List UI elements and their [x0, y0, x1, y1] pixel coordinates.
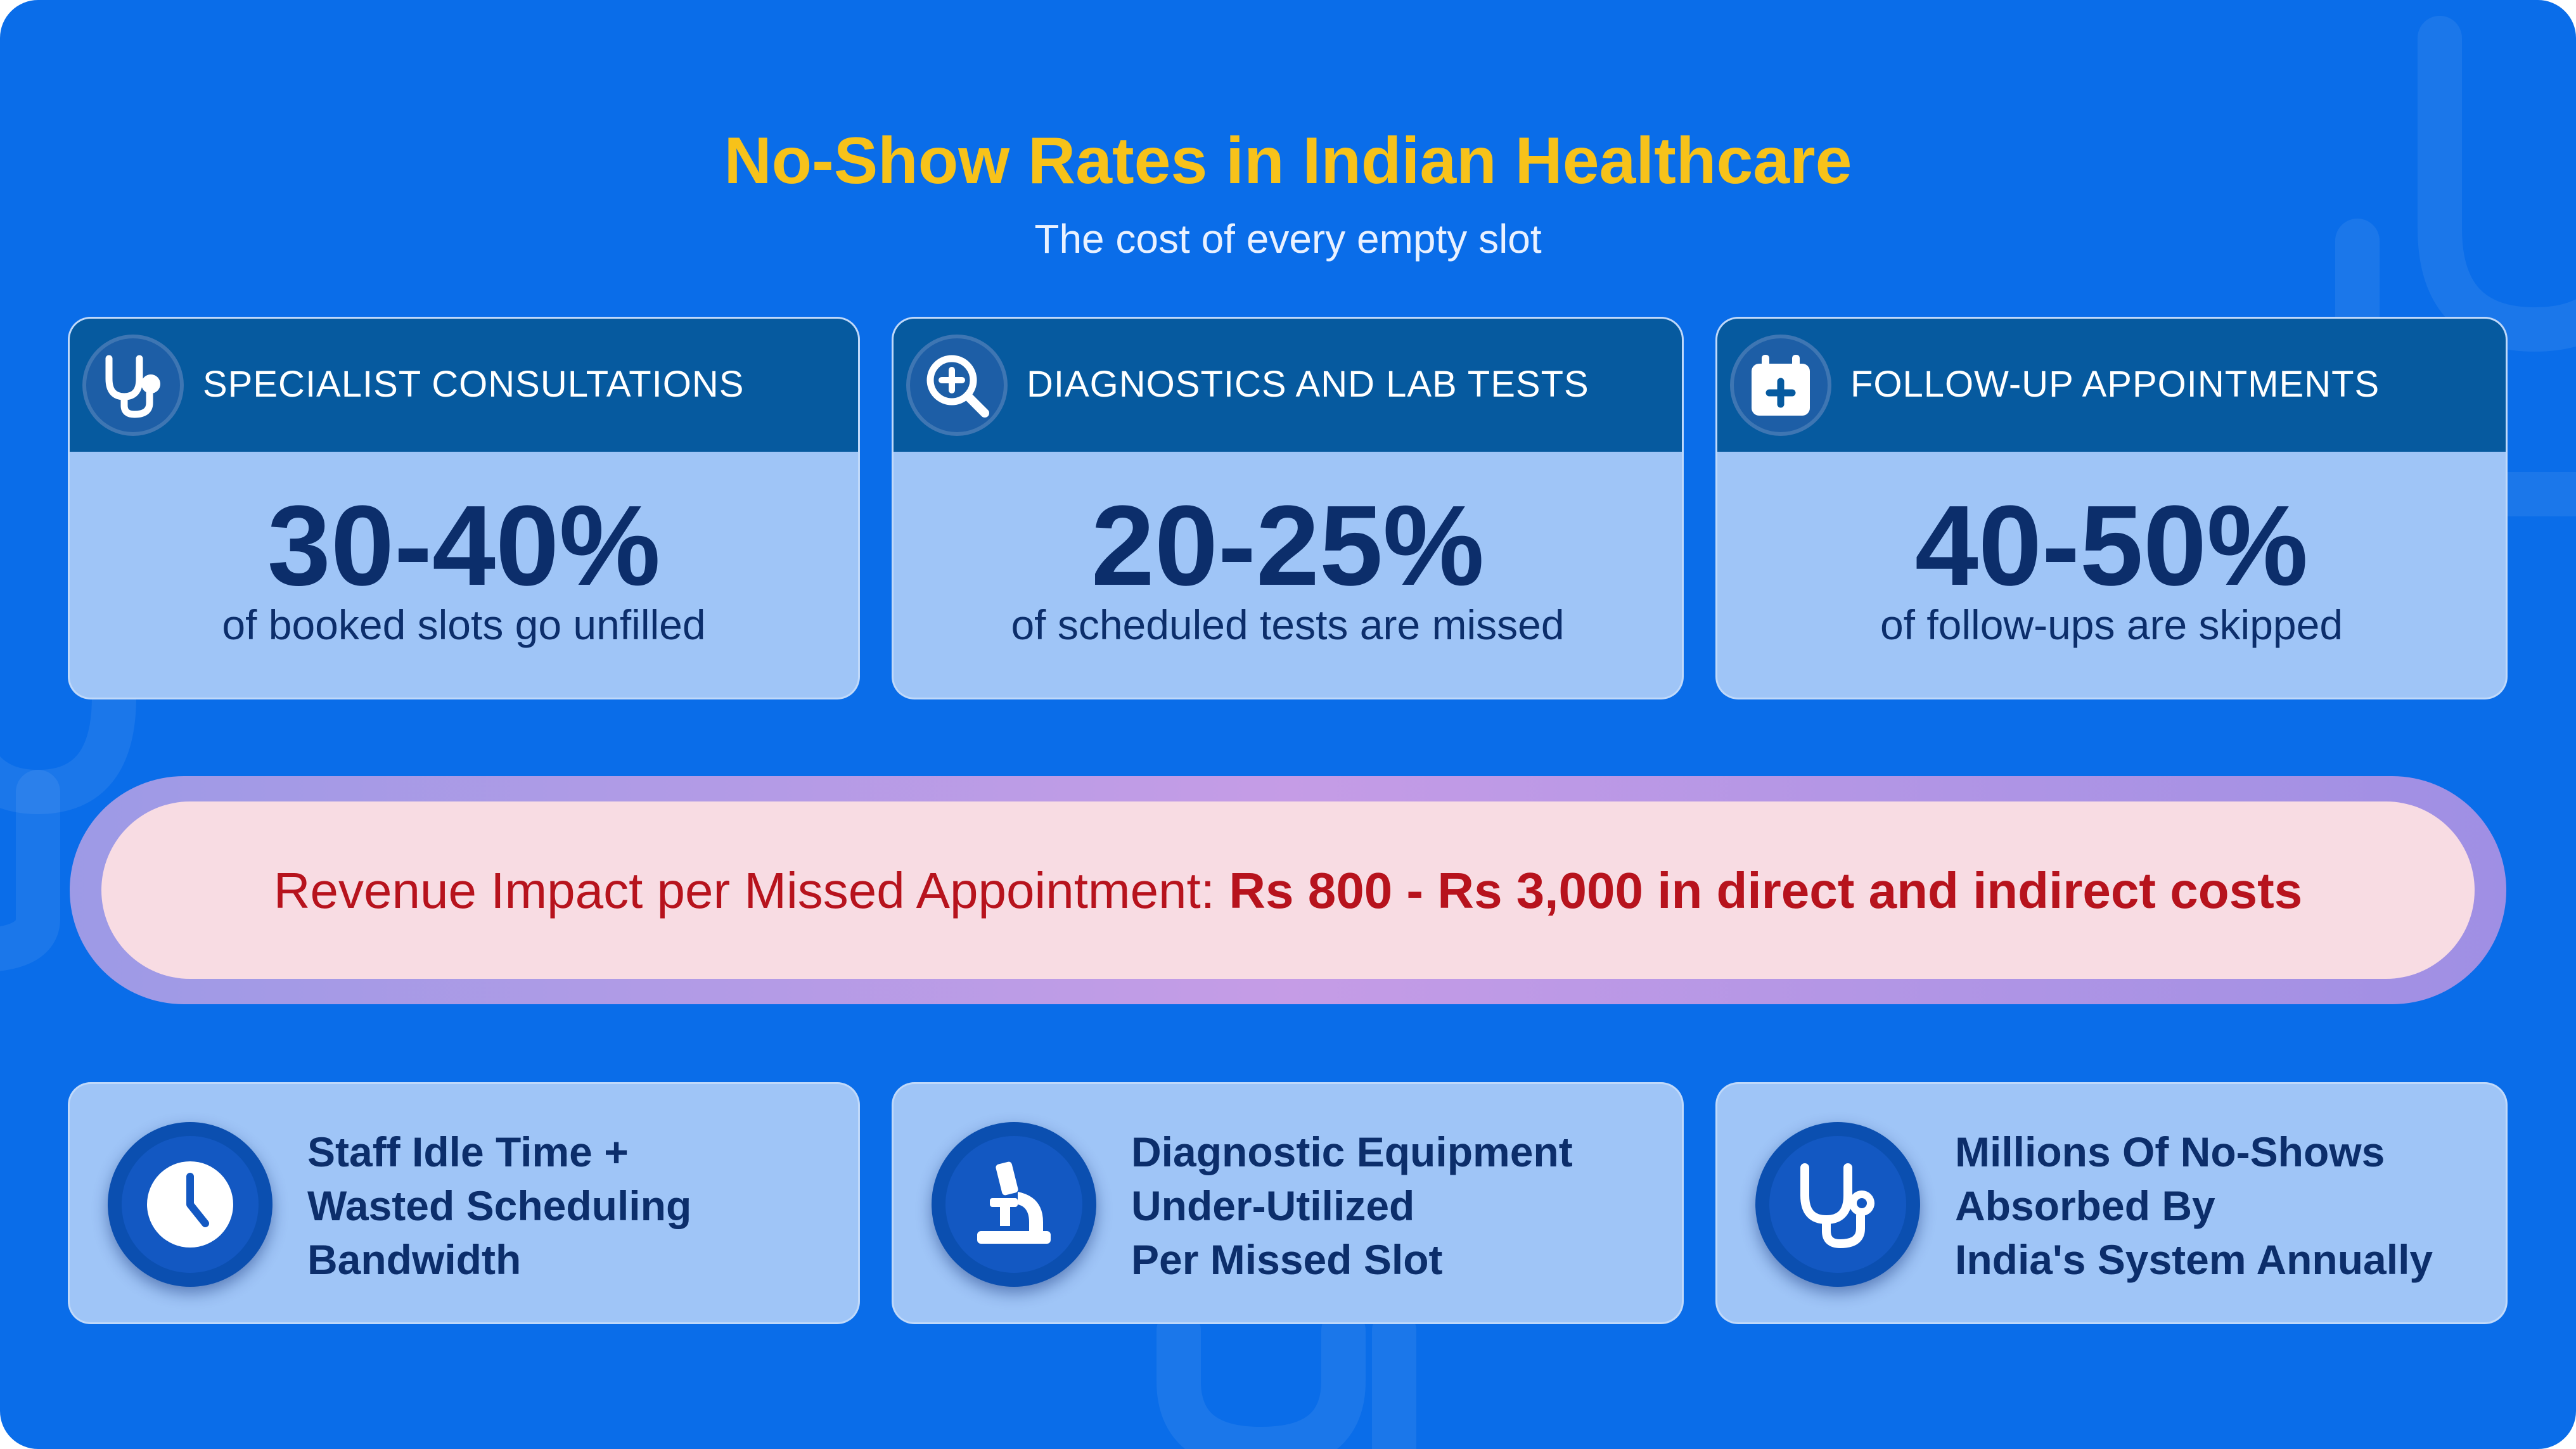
stat-card-header: FOLLOW-UP APPOINTMENTS	[1717, 319, 2506, 452]
impact-text: Diagnostic Equipment Under-Utilized Per …	[1131, 1125, 1573, 1287]
stat-description: of follow-ups are skipped	[1880, 601, 2343, 648]
revenue-impact-banner: Revenue Impact per Missed Appointment: R…	[70, 776, 2506, 1004]
impact-line: Under-Utilized	[1131, 1182, 1415, 1229]
stat-description: of scheduled tests are missed	[1011, 601, 1565, 648]
impact-card-system: Millions Of No-Shows Absorbed By India's…	[1715, 1082, 2508, 1324]
impact-line: Staff Idle Time +	[307, 1128, 629, 1175]
calendar-plus-icon	[1730, 335, 1831, 436]
impact-line: Diagnostic Equipment	[1131, 1128, 1573, 1175]
impact-text: Staff Idle Time + Wasted Scheduling Band…	[307, 1125, 691, 1287]
stat-card-header: DIAGNOSTICS AND LAB TESTS	[894, 319, 1682, 452]
stat-label: FOLLOW-UP APPOINTMENTS	[1850, 364, 2380, 405]
stethoscope-icon	[1755, 1122, 1920, 1287]
revenue-impact-prefix: Revenue Impact per Missed Appointment:	[273, 862, 1229, 919]
magnifier-plus-icon	[906, 335, 1008, 436]
stat-card-diagnostics: DIAGNOSTICS AND LAB TESTS 20-25% of sche…	[892, 317, 1684, 699]
stat-value: 40-50%	[1914, 482, 2309, 610]
stat-value: 30-40%	[267, 482, 661, 610]
impact-line: Bandwidth	[307, 1236, 522, 1283]
impact-card-equipment: Diagnostic Equipment Under-Utilized Per …	[892, 1082, 1684, 1324]
stat-card-followup: FOLLOW-UP APPOINTMENTS 40-50% of follow-…	[1715, 317, 2508, 699]
impact-card-staff: Staff Idle Time + Wasted Scheduling Band…	[68, 1082, 860, 1324]
impact-line: Millions Of No-Shows	[1955, 1128, 2385, 1175]
microscope-icon	[932, 1122, 1096, 1287]
stat-description: of booked slots go unfilled	[222, 601, 706, 648]
impact-text: Millions Of No-Shows Absorbed By India's…	[1955, 1125, 2433, 1287]
stat-label: DIAGNOSTICS AND LAB TESTS	[1027, 364, 1589, 405]
impact-line: India's System Annually	[1955, 1236, 2433, 1283]
revenue-impact-pill: Revenue Impact per Missed Appointment: R…	[101, 801, 2475, 979]
revenue-impact-text: Revenue Impact per Missed Appointment: R…	[101, 862, 2475, 920]
stat-value: 20-25%	[1091, 482, 1485, 610]
stat-card-header: SPECIALIST CONSULTATIONS	[70, 319, 858, 452]
stat-card-specialist: SPECIALIST CONSULTATIONS 30-40% of booke…	[68, 317, 860, 699]
stat-label: SPECIALIST CONSULTATIONS	[203, 364, 745, 405]
clock-icon	[108, 1122, 272, 1287]
page-title: No-Show Rates in Indian Healthcare	[724, 124, 1852, 198]
page-subtitle: The cost of every empty slot	[1034, 216, 1542, 262]
impact-line: Per Missed Slot	[1131, 1236, 1443, 1283]
impact-line: Wasted Scheduling	[307, 1182, 692, 1229]
stethoscope-icon	[82, 335, 184, 436]
impact-line: Absorbed By	[1955, 1182, 2215, 1229]
revenue-impact-highlight: Rs 800 - Rs 3,000 in direct and indirect…	[1229, 862, 2303, 919]
